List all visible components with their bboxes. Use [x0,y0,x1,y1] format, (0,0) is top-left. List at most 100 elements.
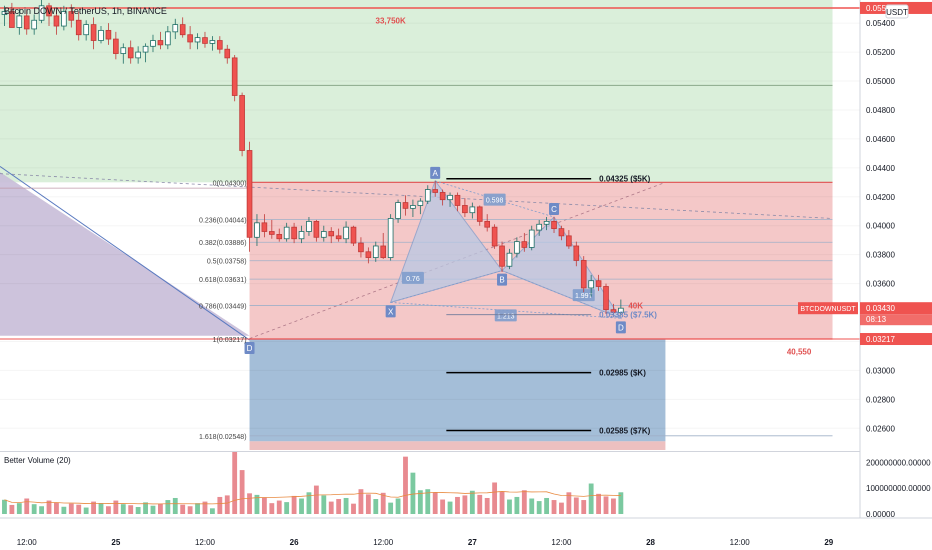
candle-body [476,206,483,222]
candle [202,31,208,48]
candle [75,11,82,41]
candle-body [276,234,283,240]
price-tag-bg [860,333,932,346]
candle-body [150,40,156,47]
volume-bar [336,499,342,514]
volume-bar [172,497,178,514]
fib-level-label: 0.382(0.03886) [199,240,246,247]
price-tag-bg [860,302,932,315]
candle [432,180,439,197]
candle-body [395,202,401,219]
volume-bar [492,482,498,514]
candle [410,199,416,218]
volume-bar [261,497,267,514]
volume-bar [410,472,416,514]
volume-bar [106,506,111,514]
volume-ma-line [4,491,621,505]
candle-body [410,205,416,209]
candle-body [424,189,431,202]
candle [603,283,609,314]
pattern-point-badge [385,305,396,318]
candle [268,219,275,239]
x-tick-label: 12:00 [195,538,216,547]
volume-bar [328,501,334,514]
volume-bar [611,498,616,514]
candle [543,217,550,231]
volume-bar [269,503,275,514]
candle-body [135,51,141,59]
volume-bar [98,503,104,514]
candle-body [291,226,297,240]
volume-bar [217,496,223,514]
candle [224,44,231,64]
volume-bar [31,504,37,514]
candle-body [566,235,572,247]
fib-level-label: 1.618(0.02548) [199,434,246,441]
candle [150,34,156,53]
green-zone [0,0,833,183]
symbol-tag-bg [798,302,858,315]
candle-body [387,218,394,258]
volume-bar [39,506,45,514]
volume-bar [440,499,446,514]
pattern-ratio-label: 1.213 [497,313,515,320]
volume-bar [113,500,119,514]
candle [536,219,542,236]
price-axis-bg [860,0,932,550]
candle-body [157,40,164,46]
volume-bar [484,497,490,514]
candle [313,219,320,242]
volume-bar [514,496,520,514]
candle [372,241,379,262]
y-tick-label: 0.04400 [866,164,895,173]
candle [179,17,186,38]
volume-bar [2,499,7,514]
volume-bar [276,500,282,514]
candle-body [231,57,238,96]
volume-bar [9,504,15,514]
volume-bar [499,491,505,514]
y-tick-label: 0.04000 [866,222,895,231]
candle [588,274,594,297]
candle-body [588,280,594,289]
candle-body [194,37,201,43]
bottom-red-strip [249,441,666,450]
volume-bar [425,489,431,514]
candle [98,26,104,44]
candle-body [462,205,468,214]
volume-bar [61,506,67,514]
volume-bar [358,489,364,514]
fib-level-label: 1(0.03217) [213,337,247,344]
y-tick-label: 0.02600 [866,424,895,433]
candle [380,232,387,260]
candle [246,141,253,252]
candle [506,248,513,270]
candle-body [268,231,275,235]
candle [350,225,357,246]
candle [306,217,312,236]
candle-body [105,29,112,40]
candle-body [358,242,364,253]
pattern-ratio-label: 1.997 [575,293,593,300]
candle-body [595,280,602,287]
volume-bar [618,492,624,514]
price-annotation: 40K [628,301,643,310]
candle [335,228,342,242]
volume-bar [299,498,304,514]
candle [254,214,260,246]
candle-body [187,34,193,43]
candle [566,230,572,249]
candle [358,237,364,258]
x-tick-label: 12:00 [551,538,572,547]
volume-bar [135,507,141,514]
candle-body [335,235,342,240]
price-tag-label: 0.05505 [866,4,895,13]
volume-bar [388,502,394,514]
candle [499,241,505,273]
candle-body [306,220,312,232]
candle-body [521,241,528,248]
x-tick-label: 26 [290,538,299,547]
candle-body [120,47,127,54]
currency-button[interactable] [885,4,909,19]
